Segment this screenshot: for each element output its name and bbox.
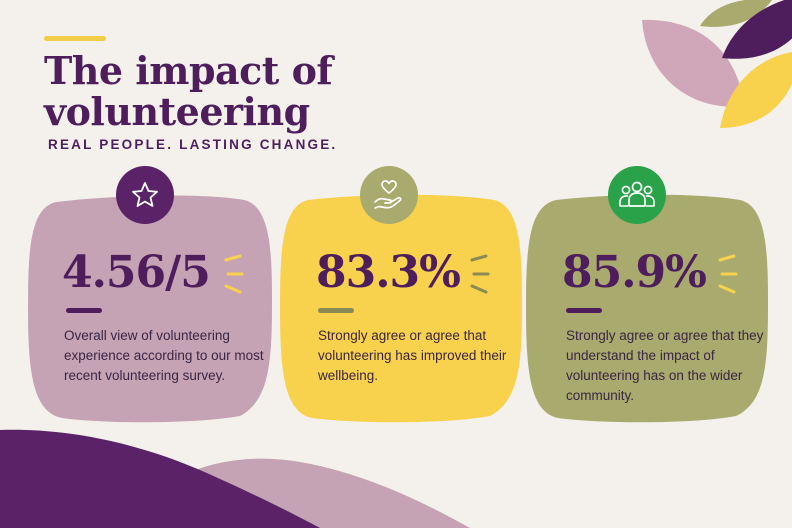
sparkle-decoration: [470, 254, 490, 294]
card-background: [28, 195, 272, 423]
sparkle-decoration: [224, 254, 244, 294]
wave-decoration: [120, 458, 470, 528]
sparkle-decoration: [718, 254, 738, 294]
stat-underline: [66, 308, 102, 313]
people-group-icon: [608, 166, 666, 224]
leaf-decoration: [722, 0, 792, 59]
stat-value: 85.9%: [562, 247, 707, 298]
accent-bar: [44, 36, 106, 41]
card-background: [526, 194, 768, 423]
page-title: The impact of volunteering: [44, 48, 333, 134]
leaf-decoration: [642, 19, 744, 107]
stat-description: Overall view of volunteering experience …: [64, 328, 264, 383]
heart-in-hand-icon: [360, 166, 418, 224]
stat-value: 4.56/5: [62, 247, 211, 298]
stat-underline: [318, 308, 354, 313]
wave-decoration: [0, 429, 320, 528]
card-background: [280, 194, 522, 423]
stat-value: 83.3%: [316, 247, 461, 298]
leaf-decoration: [700, 0, 772, 27]
stat-description: Strongly agree or agree that volunteerin…: [318, 328, 507, 383]
stat-underline: [566, 308, 602, 313]
page-subtitle: REAL PEOPLE. LASTING CHANGE.: [48, 137, 338, 152]
leaf-decoration: [720, 52, 792, 128]
star-icon: [116, 166, 174, 224]
stat-description: Strongly agree or agree that they unders…: [566, 328, 764, 403]
